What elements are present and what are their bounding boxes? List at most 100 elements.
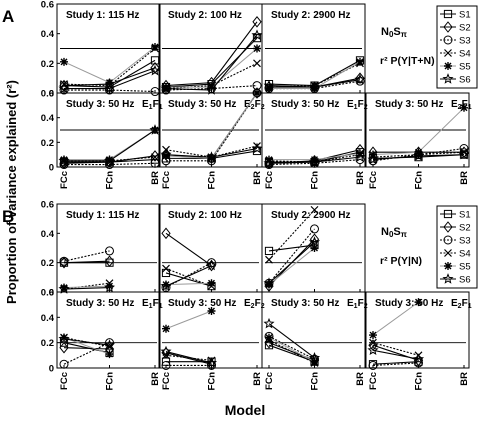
- x-tick-label: FCc: [59, 171, 70, 189]
- series-line-S3: [211, 85, 258, 90]
- series-line-S2: [211, 21, 258, 83]
- y-tick-label: 0: [49, 288, 54, 299]
- series-line-S5: [211, 92, 258, 159]
- point-S3-BR: [355, 76, 365, 86]
- series-line-S6: [268, 85, 315, 88]
- panel-A-1-1: 0 0.2 0.4 0.6 Study 1: 115 Hz: [41, 0, 161, 100]
- panel-letter: B: [2, 207, 14, 226]
- series-line-S2: [165, 82, 212, 87]
- panel-title: Study 3: 50 Hz: [271, 298, 339, 309]
- legend-label: S4: [459, 49, 471, 60]
- series-line-S1: [109, 59, 156, 88]
- x-tick-label: FCc: [264, 372, 275, 390]
- point-S6-BR: [354, 151, 366, 162]
- y-tick-label: 0: [49, 89, 54, 100]
- series-line-S3: [418, 147, 465, 156]
- x-tick-label: FCc: [368, 372, 379, 390]
- series-line-S5: [165, 310, 212, 330]
- panel-frame: [56, 92, 161, 168]
- point-S5-FCc: [162, 324, 170, 333]
- point-S6-FCn: [308, 81, 321, 92]
- legend-label: S5: [459, 262, 471, 273]
- condition-label: N0Sπ: [381, 226, 407, 239]
- panel-title: Study 3: 50 Hz: [66, 99, 134, 110]
- point-S4-FCc: [369, 338, 377, 347]
- y-tick-label: 0.4: [41, 229, 55, 240]
- measure-label: r² P(Y|T+N): [380, 55, 435, 67]
- point-S5-FCc: [60, 155, 68, 164]
- point-S5-FCn: [310, 244, 319, 252]
- series-line-S2: [63, 161, 110, 164]
- series-line-S6: [314, 79, 361, 88]
- series-line-S6: [109, 129, 156, 162]
- series-line-S6: [314, 156, 361, 163]
- panel-title: Study 3: 50 Hz: [375, 99, 443, 110]
- series-line-S1: [268, 244, 315, 252]
- point-S1-BR: [252, 34, 262, 43]
- point-S1-BR: [252, 146, 262, 156]
- point-S5-FCn: [105, 282, 114, 291]
- x-tick-label: BR: [252, 372, 263, 386]
- point-S5-FCc: [60, 57, 68, 66]
- legend-label: S5: [459, 62, 471, 73]
- series-line-S3: [268, 335, 315, 360]
- series-line-S5: [165, 155, 212, 159]
- point-S2-BR: [252, 15, 262, 28]
- series-line-S6: [63, 287, 110, 290]
- point-S5-FCc: [265, 333, 273, 342]
- legend-label: S3: [459, 236, 471, 247]
- point-S6-FCc: [367, 344, 379, 355]
- point-S6-BR: [251, 142, 263, 154]
- legend-label: S4: [459, 249, 471, 260]
- panel-title: Study 1: 115 Hz: [66, 210, 139, 221]
- point-S6-BR: [149, 124, 161, 135]
- point-S6-FCc: [160, 148, 172, 160]
- series-line-S3: [268, 228, 315, 284]
- series-line-S2: [63, 347, 110, 350]
- panel-title: Study 1: 115 Hz: [66, 10, 139, 21]
- series-line-S5: [268, 337, 315, 363]
- series-line-S3: [109, 162, 156, 166]
- legend-box: [436, 5, 478, 89]
- series-line-S5: [268, 247, 315, 286]
- panel-B-2-4: FCc FCn BR Study 3: 50 Hz E2F1: [365, 291, 472, 391]
- panel-A-2-2: FCc FCn BR Study 3: 50 Hz E2F2: [158, 87, 265, 189]
- panel-B-2-1: 0 0.2 0.4 0.6 FCc FCn BR Study 3: 50 Hz E1F1: [41, 288, 163, 391]
- series-line-S4: [268, 209, 315, 261]
- x-tick-label: BR: [459, 171, 470, 185]
- point-S2-FCc: [59, 341, 69, 354]
- point-S3-FCc: [59, 85, 69, 95]
- point-S5-FCc: [265, 84, 273, 93]
- point-S6-FCc: [58, 82, 70, 94]
- legend-marker-S2: [443, 21, 453, 33]
- series-line-S5: [63, 285, 110, 289]
- x-tick-label: FCn: [414, 372, 425, 391]
- panel-B-1-3: Study 2: 2900 Hz: [261, 203, 366, 293]
- legend-label: S1: [459, 210, 471, 221]
- point-S6-BR: [354, 73, 366, 85]
- legend-marker-S1: [443, 9, 453, 19]
- legend-label: S6: [459, 75, 471, 86]
- y-tick-label: 0.2: [41, 59, 54, 70]
- series-line-S4: [63, 337, 110, 348]
- x-tick-label: FCn: [105, 372, 116, 391]
- panel-title: Study 2: 2900 Hz: [271, 10, 350, 21]
- series-line-S3: [165, 262, 212, 289]
- point-S5-FCn: [105, 78, 114, 87]
- point-S3-FCc: [368, 360, 378, 370]
- legend-marker-S6: [442, 273, 454, 284]
- point-S5-BR: [151, 43, 159, 52]
- series-line-S6: [165, 88, 212, 91]
- series-line-S3: [372, 362, 419, 367]
- y-tick-label: 0.4: [41, 29, 55, 40]
- series-line-S4: [211, 62, 258, 87]
- point-S5-FCc: [162, 280, 170, 289]
- series-line-S6: [63, 338, 110, 346]
- point-S6-FCn: [205, 357, 218, 368]
- legend-label: S6: [459, 275, 471, 286]
- series-line-S4: [165, 149, 212, 158]
- panel-title: Study 3: 50 Hz: [66, 298, 134, 309]
- y-tick-label: 0.2: [41, 138, 54, 149]
